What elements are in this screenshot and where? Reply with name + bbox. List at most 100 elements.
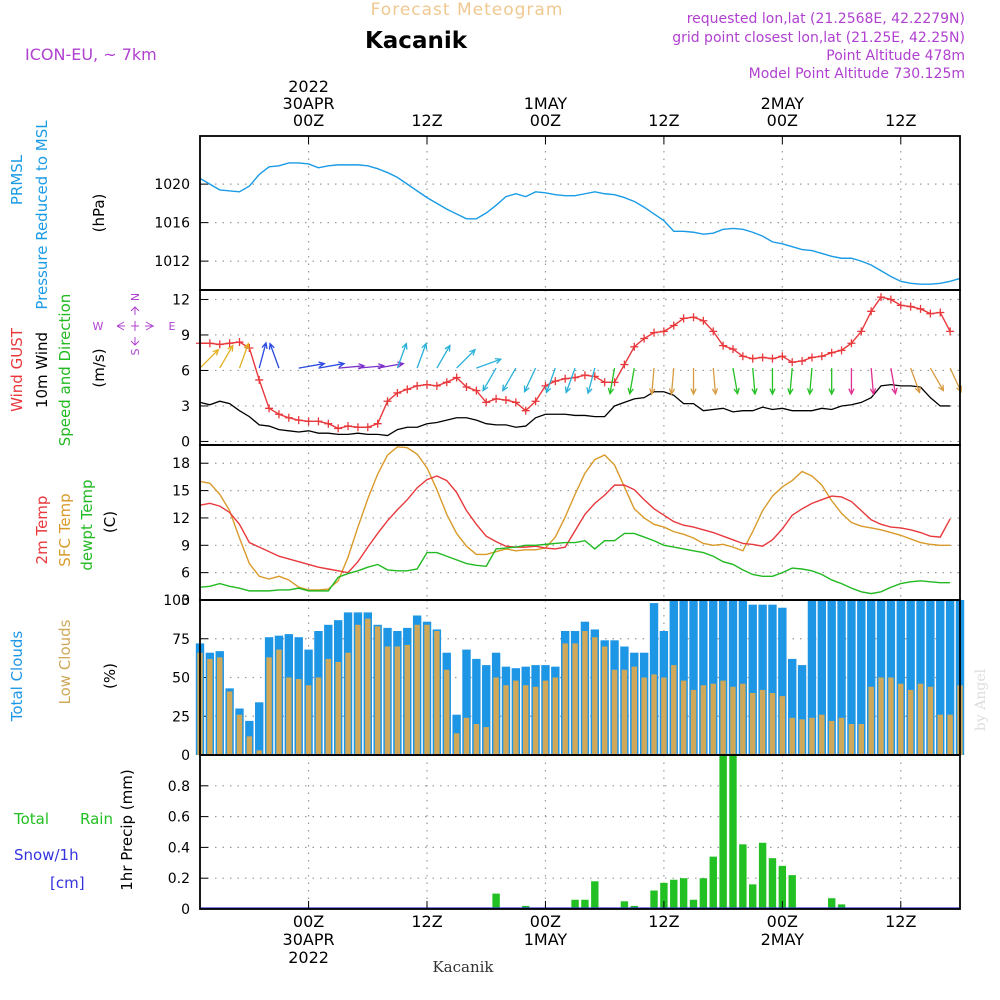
y-tick-label: 9: [181, 538, 190, 554]
gust-marker: [353, 423, 362, 432]
compass-north: N: [129, 293, 142, 301]
low-cloud-bar: [917, 683, 924, 755]
wind-direction-arrow: [357, 365, 384, 369]
gust-marker: [896, 301, 905, 310]
gust-marker: [807, 353, 816, 362]
gust-marker: [531, 397, 540, 406]
wind-direction-arrow: [929, 367, 944, 391]
rain-bar: [739, 844, 747, 909]
wind-speed-direction-label: Speed and Direction: [56, 294, 74, 447]
wind-direction-arrow: [870, 368, 875, 395]
wind-direction-arrow: [199, 349, 219, 369]
sfc-temp-label: SFC Temp: [56, 493, 74, 566]
low-cloud-bar: [611, 669, 618, 755]
gust-marker: [847, 339, 856, 348]
gust-marker: [699, 316, 708, 325]
low-cloud-bar: [661, 677, 667, 755]
total-cloud-bar: [462, 649, 471, 755]
bottom-time-label: 1MAY: [524, 930, 568, 949]
low-cloud-bar: [621, 669, 628, 755]
low-cloud-bar: [898, 683, 904, 755]
y-tick-label: 6: [181, 363, 190, 379]
y-tick-label: 9: [181, 328, 190, 344]
rain-bar: [758, 842, 767, 909]
wind-speed-line: [199, 384, 951, 437]
dewpt-temp-label: dewpt Temp: [78, 479, 96, 570]
wind-gust-label: Wind GUST: [8, 327, 26, 412]
gust-marker: [659, 327, 668, 336]
wind-direction-arrow: [456, 349, 476, 369]
gust-marker: [383, 397, 392, 406]
low-cloud-bar: [552, 677, 559, 755]
gust-marker: [886, 295, 895, 304]
wind-arrow-head: [787, 388, 794, 396]
total-cloud-bar: [896, 600, 905, 755]
clouds-unit-label: (%): [101, 663, 119, 689]
pressure-label-1: PRMSL: [8, 154, 26, 205]
y-tick-label: 15: [172, 484, 190, 500]
wind-direction-arrow: [482, 367, 497, 391]
gust-marker: [205, 339, 214, 348]
wind-arrow-head: [607, 387, 615, 396]
wind-arrow-head: [627, 387, 634, 396]
y-tick-label: 18: [172, 456, 190, 472]
wind-arrow-head: [711, 388, 719, 396]
gust-marker: [778, 352, 787, 361]
pressure-unit-label: (hPa): [90, 194, 108, 233]
low-cloud-bar: [345, 652, 351, 755]
total-cloud-bar: [689, 600, 698, 755]
gust-marker: [817, 352, 826, 361]
gust-marker: [462, 383, 471, 392]
gust-marker: [768, 354, 777, 363]
wind-arrow-head: [318, 361, 326, 368]
gust-marker: [393, 388, 402, 397]
chart-title: Forecast Meteogram: [371, 0, 564, 20]
wind-arrow-head: [469, 348, 477, 356]
wind-panel: 0 3 6 9 12: [172, 290, 962, 450]
y-tick-label: 0: [181, 748, 190, 764]
bottom-time-label: 00Z: [293, 912, 324, 931]
wind-direction-arrow: [587, 367, 596, 394]
wind-10m-label: 10m Wind: [33, 332, 51, 408]
wind-arrow-head: [848, 388, 855, 396]
gust-marker: [877, 293, 886, 302]
low-cloud-bar: [907, 689, 914, 755]
top-time-label: 30APR: [283, 94, 335, 113]
rain-bar: [788, 875, 796, 909]
wind-direction-arrow: [298, 362, 325, 369]
top-time-label: 00Z: [530, 111, 561, 130]
low-cloud-bar: [759, 689, 766, 755]
wind-arrow-head: [482, 384, 489, 392]
low-cloud-bar: [325, 658, 332, 755]
low-cloud-bar: [404, 644, 410, 755]
y-tick-label: 0: [181, 902, 190, 918]
wind-arrow-head: [751, 388, 758, 396]
low-cloud-bar: [562, 643, 568, 755]
wind-arrow-head: [268, 342, 275, 350]
gust-marker: [334, 424, 343, 433]
panel-frame: [199, 754, 961, 910]
total-cloud-bar: [699, 600, 708, 755]
bottom-time-label: 30APR: [283, 930, 335, 949]
wind-arrow-head: [690, 388, 697, 396]
gust-marker: [798, 356, 807, 365]
wind-direction-arrow: [609, 367, 616, 394]
gust-marker: [215, 340, 224, 349]
wind-arrow-head: [261, 341, 268, 349]
wind-arrow-head: [502, 384, 509, 392]
temp-2m-line: [199, 475, 951, 574]
total-cloud-bar: [679, 600, 688, 755]
compass-south: S: [129, 348, 142, 355]
gust-marker: [719, 341, 728, 350]
low-cloud-bar: [809, 717, 815, 755]
low-cloud-bar: [532, 686, 539, 755]
y-tick-label: 0.8: [168, 779, 190, 795]
gust-marker: [827, 348, 836, 357]
low-cloud-bar: [671, 665, 677, 755]
snow-unit-label: [cm]: [50, 874, 85, 892]
wind-arrow-head: [401, 342, 408, 350]
low-cloud-bar: [838, 717, 845, 755]
low-cloud-bar: [858, 724, 865, 755]
y-tick-label: 0.2: [168, 871, 190, 887]
rain-bar: [837, 904, 846, 909]
